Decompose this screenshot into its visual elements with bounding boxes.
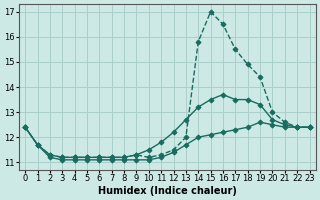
X-axis label: Humidex (Indice chaleur): Humidex (Indice chaleur) xyxy=(98,186,237,196)
